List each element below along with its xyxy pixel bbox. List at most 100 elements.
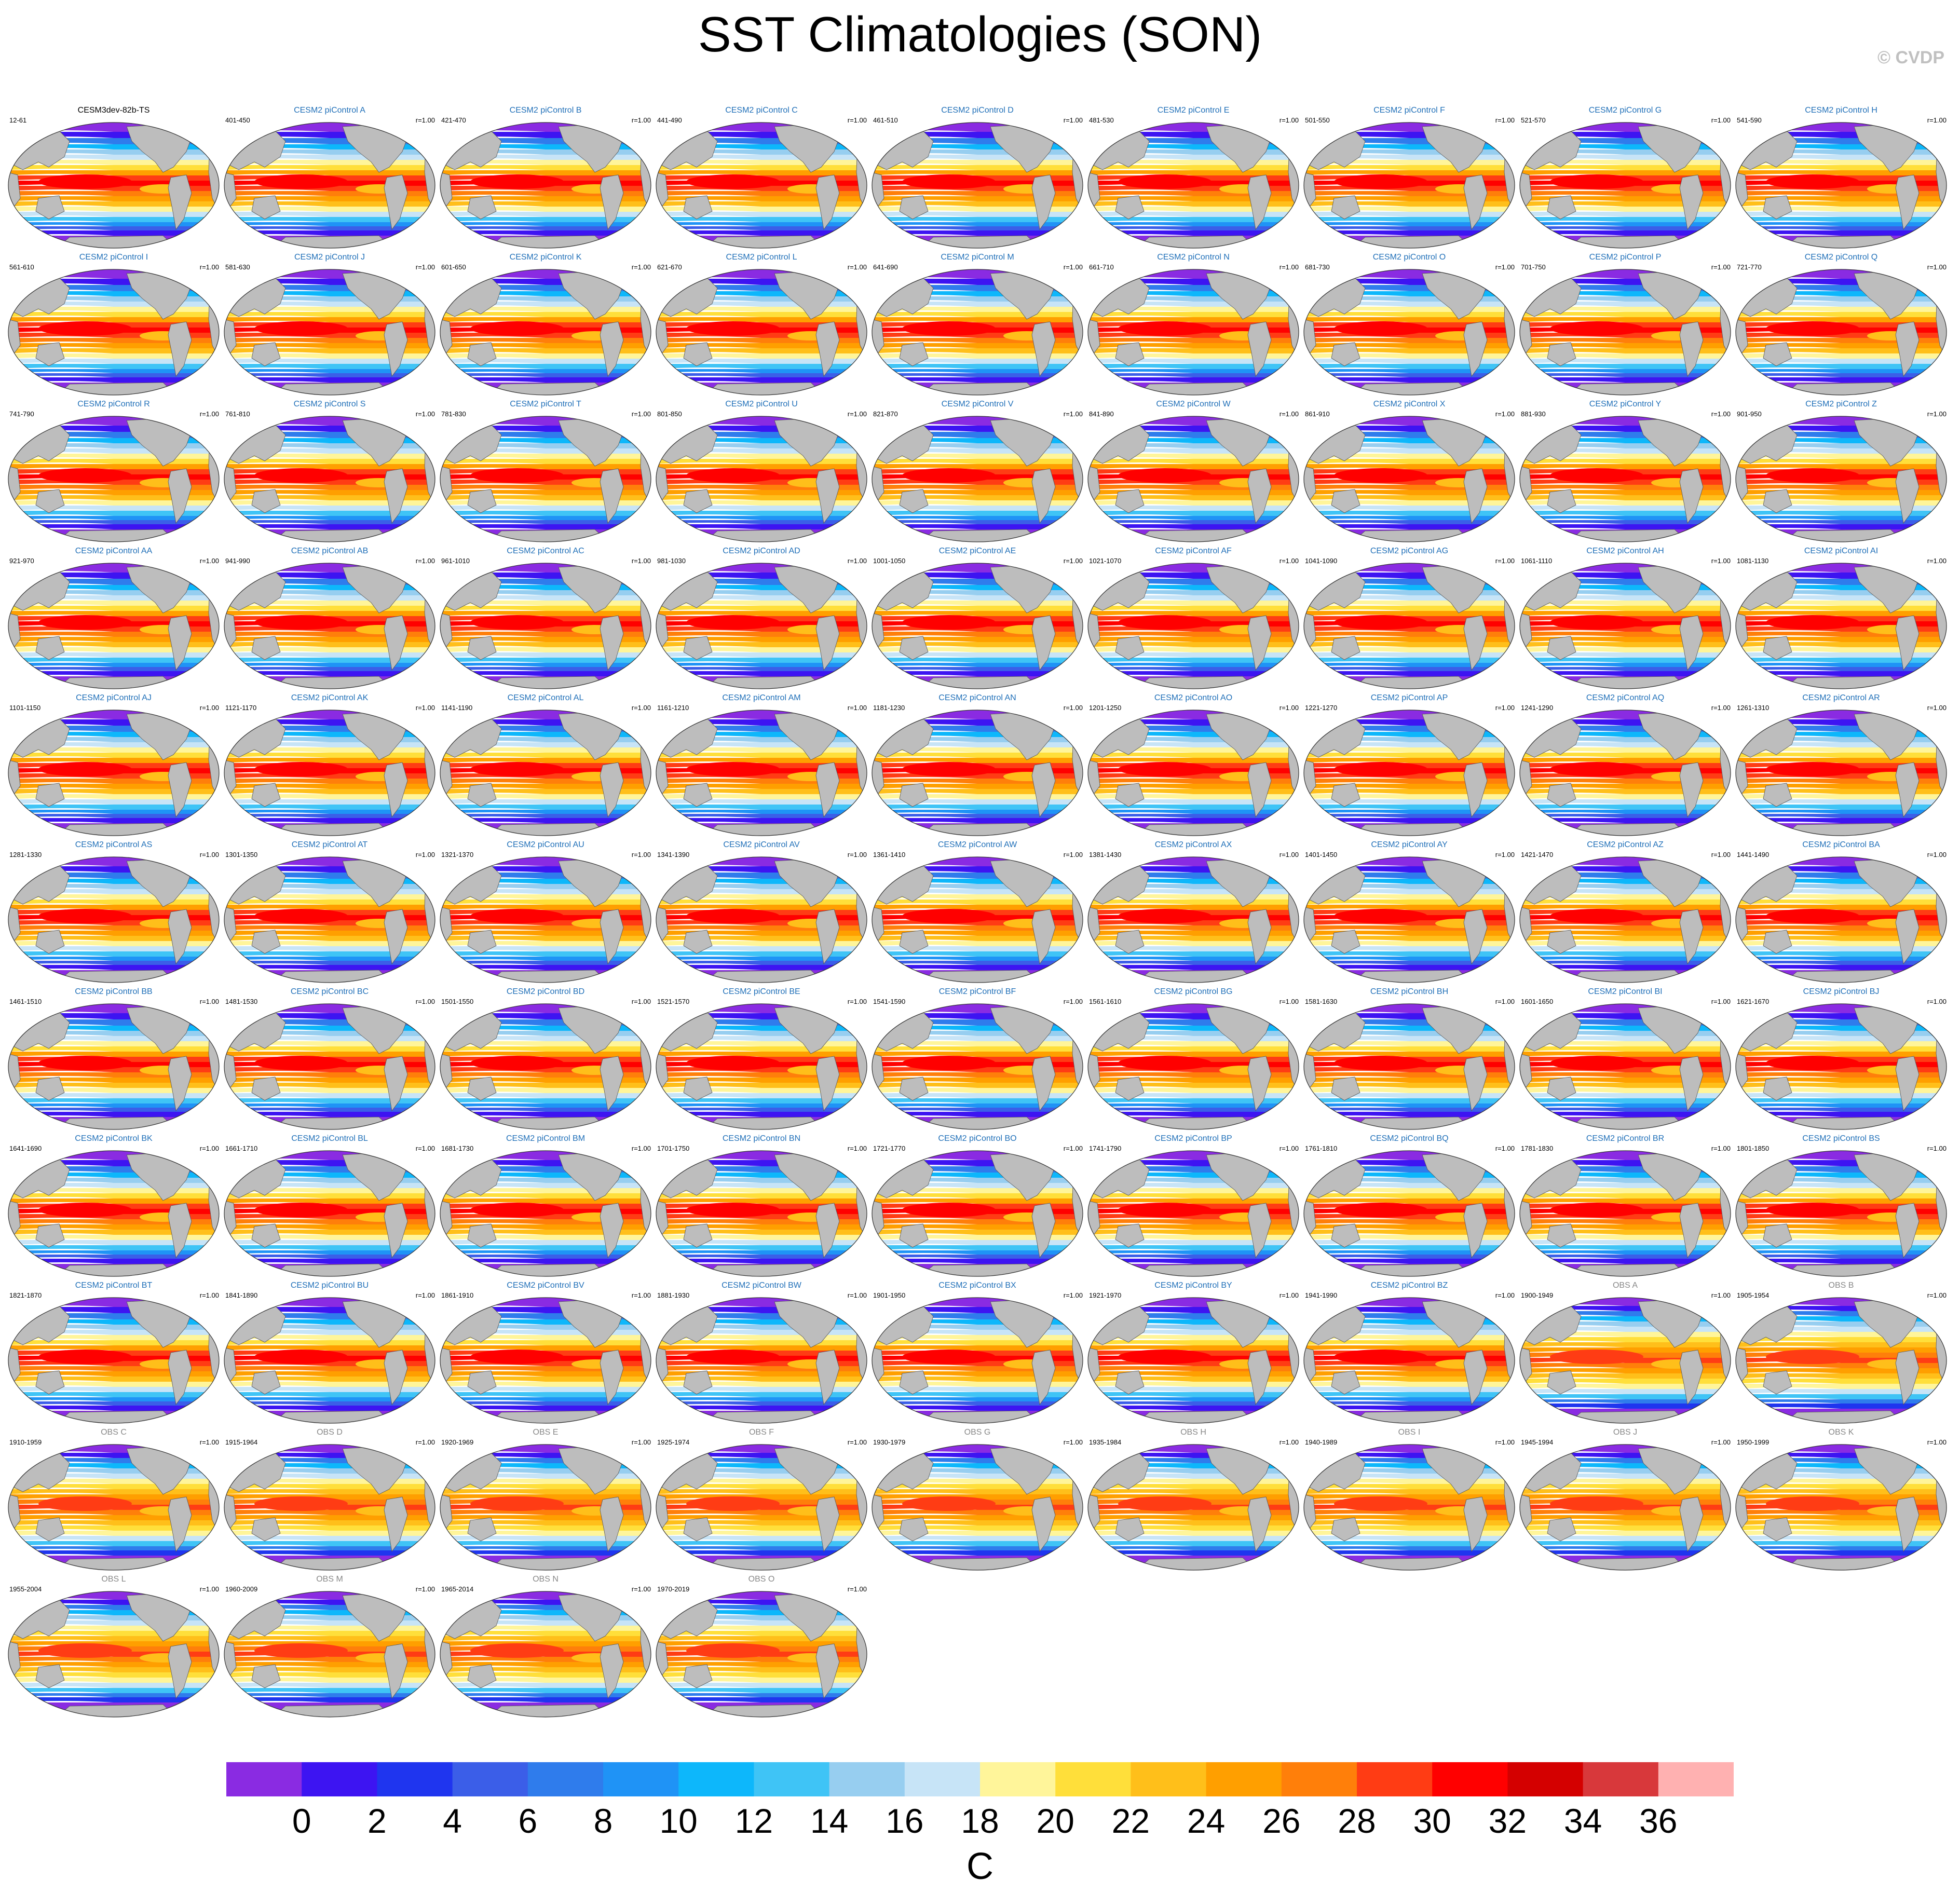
sst-band [440,818,651,825]
sst-band [224,931,435,937]
land-mass [600,321,624,377]
sst-band [1520,170,1731,177]
land-mass [1463,762,1488,817]
map-panel: CESM2 piControl J 581-630 r=1.00 [223,253,436,399]
sst-band [1088,217,1299,224]
land-mass [251,783,281,807]
panel-title: CESM2 piControl AH [1586,547,1664,555]
map-outline [872,1150,1083,1277]
panel-years: 12-61 [9,116,27,124]
panel-title: CESM2 piControl R [77,400,150,408]
panel-years: 1965-2014 [441,1585,474,1593]
sst-band [8,857,219,868]
sst-band [1736,1536,1947,1543]
map-outline [8,1297,220,1424]
map-outline [440,269,651,396]
sst-band [872,511,1083,517]
map-outline [1735,122,1947,249]
panel-title: CESM2 piControl BL [291,1134,368,1143]
land-mass [1547,342,1576,366]
land-mass [384,762,408,817]
sst-band [656,1641,867,1648]
sst-band [872,563,1083,574]
sst-band [1088,506,1299,512]
colorbar-tick-label: 20 [1036,1802,1074,1840]
warm-pool [470,615,564,630]
sst-band [872,658,1083,664]
land-mass [1763,195,1792,220]
panel-title: CESM2 piControl BC [290,987,369,996]
map-outline [1303,1297,1515,1424]
panel-title: CESM2 piControl BJ [1803,987,1880,996]
map-outline [1303,856,1515,983]
map-outline [1303,416,1515,542]
warm-pool [902,1350,996,1364]
panel-title: CESM2 piControl AT [291,840,368,849]
sst-band [1088,818,1299,825]
sst-band [1736,611,1947,618]
sst-band [8,170,219,177]
sst-band [1520,1550,1731,1557]
map-panel: CESM2 piControl AS 1281-1330 r=1.00 [7,840,220,987]
warm-pool [686,909,780,923]
map-panel: CESM2 piControl BH 1581-1630 r=1.00 [1303,987,1516,1134]
sst-band [1304,1541,1515,1548]
map-outline [8,122,220,249]
sst-map [1519,1297,1731,1424]
warm-pool [1118,468,1212,483]
sst-band [440,758,651,765]
sst-band [224,758,435,765]
panel-correlation: r=1.00 [1279,704,1299,712]
panel-years: 601-650 [441,263,466,271]
panel-years: 1915-1964 [225,1438,258,1446]
warm-pool [470,321,564,336]
sst-band [872,196,1083,203]
panel-years: 1241-1290 [1521,704,1554,712]
sst-band [1736,1259,1947,1265]
warm-pool [254,174,348,189]
panel-correlation: r=1.00 [1495,1438,1515,1446]
sst-band [1088,1387,1299,1394]
map-panel: CESM2 piControl AD 981-1030 r=1.00 [655,547,868,693]
sst-band [440,805,651,811]
map-outline [440,1297,651,1424]
sst-band [440,269,651,280]
sst-band [656,230,867,237]
land-mass [1547,1370,1576,1395]
map-panel: CESM2 piControl X 861-910 r=1.00 [1303,400,1516,546]
sst-band [656,269,867,280]
warm-pool [686,321,780,336]
land-mass [1763,930,1792,954]
panel-correlation: r=1.00 [1927,1144,1947,1152]
land-mass [467,195,497,220]
sst-band [1088,1371,1299,1378]
panel-correlation: r=1.00 [1927,704,1947,712]
map-outline [224,1150,435,1277]
panel-correlation: r=1.00 [199,557,219,565]
land-mass [467,1077,497,1101]
sst-band [656,671,867,678]
sst-band [8,524,219,531]
land-mass [899,636,929,660]
warm-pool [254,615,348,630]
sst-band [1520,563,1731,574]
sst-band [440,1371,651,1378]
map-panel: CESM2 piControl S 761-810 r=1.00 [223,400,436,546]
land-mass [1895,615,1920,671]
sst-band [1304,464,1515,471]
sst-band [8,799,219,806]
land-mass [1247,1496,1272,1552]
sst-band [656,1697,867,1704]
sst-band [1736,1347,1947,1354]
map-panel: OBS H 1935-1984 r=1.00 [1087,1428,1300,1574]
sst-band [1088,1151,1299,1162]
sst-band [1736,511,1947,517]
sst-band [656,170,867,177]
sst-band [872,1387,1083,1394]
sst-band [1520,946,1731,953]
sst-band [224,196,435,203]
colorbar-swatch [1432,1762,1508,1796]
map-panel: CESM2 piControl AV 1341-1390 r=1.00 [655,840,868,987]
warm-pool [1550,1350,1643,1364]
map-panel: OBS C 1910-1959 r=1.00 [7,1428,220,1574]
